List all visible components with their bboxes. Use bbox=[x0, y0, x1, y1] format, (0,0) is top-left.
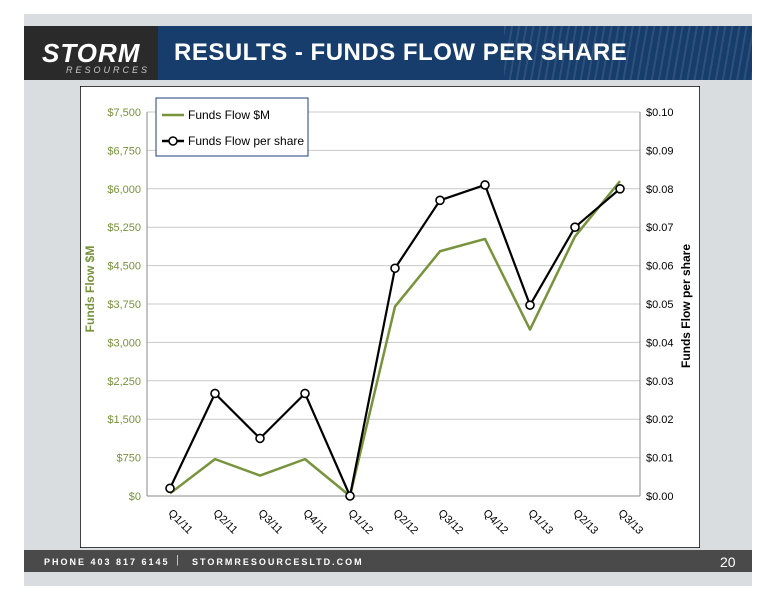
series-line-funds-flow bbox=[169, 180, 621, 498]
y-tick-label: $4,500 bbox=[107, 261, 141, 273]
data-point-per-share bbox=[615, 184, 625, 194]
y2-tick-label: $0.08 bbox=[646, 184, 674, 196]
y2-tick-label: $0.10 bbox=[646, 107, 674, 119]
logo bbox=[24, 26, 158, 80]
funds-flow-chart: $0 $750 $1,500 $2,250 $3,000 $3,750 $4,500 $5,2… bbox=[80, 86, 700, 548]
y-tick-label: $5,250 bbox=[107, 222, 141, 234]
footer-separator: | bbox=[176, 554, 179, 566]
y2-tick-label: $0.02 bbox=[646, 414, 674, 426]
slide: STORM RESOURCES RESULTS - FUNDS FLOW PER… bbox=[24, 14, 752, 586]
data-point-per-share bbox=[255, 433, 265, 444]
data-point-per-share bbox=[570, 222, 580, 232]
data-point-per-share bbox=[435, 195, 445, 206]
y-axis-title: Funds Flow $M bbox=[83, 246, 97, 333]
data-point-per-share bbox=[345, 491, 355, 501]
data-point-per-share bbox=[165, 483, 175, 494]
legend-label-per-share: Funds Flow per share bbox=[188, 134, 304, 148]
legend-marker-per-share bbox=[168, 136, 178, 146]
y-tick-label: $6,000 bbox=[107, 184, 141, 196]
y2-tick-label: $0.01 bbox=[646, 453, 674, 465]
y2-tick-label: $0.00 bbox=[646, 491, 674, 503]
y2-tick-label: $0.07 bbox=[646, 222, 674, 234]
y2-tick-label: $0.03 bbox=[646, 376, 674, 388]
data-point-per-share bbox=[480, 180, 490, 190]
y-tick-label: $7,500 bbox=[107, 107, 141, 119]
logo-wordmark: STORM bbox=[42, 38, 141, 68]
legend-label-funds-flow: Funds Flow $M bbox=[188, 108, 270, 122]
data-point-per-share bbox=[300, 388, 310, 399]
page-number: 20 bbox=[720, 554, 736, 570]
y2-tick-label: $0.04 bbox=[646, 337, 674, 349]
data-point-per-share bbox=[390, 263, 400, 274]
page-title: RESULTS - FUNDS FLOW PER SHARE bbox=[174, 39, 628, 66]
logo-subtitle: RESOURCES bbox=[66, 65, 151, 75]
y2-axis-title: Funds Flow per share bbox=[679, 244, 693, 368]
legend-box bbox=[155, 97, 309, 157]
data-point-per-share bbox=[210, 388, 220, 399]
y-tick-label: $750 bbox=[117, 453, 141, 465]
chart-area bbox=[80, 86, 700, 548]
y-tick-label: $1,500 bbox=[107, 414, 141, 426]
footer-website: STORMRESOURCESLTD.COM bbox=[192, 557, 364, 567]
y-tick-label: $0 bbox=[129, 491, 141, 503]
footer-phone: PHONE 403 817 6145 bbox=[44, 557, 170, 567]
y2-tick-label: $0.09 bbox=[646, 145, 674, 157]
y-tick-label: $3,000 bbox=[107, 337, 141, 349]
y-tick-label: $2,250 bbox=[107, 376, 141, 388]
footer bbox=[24, 550, 752, 572]
y2-tick-label: $0.05 bbox=[646, 299, 674, 311]
y-tick-label: $6,750 bbox=[107, 145, 141, 157]
y-tick-label: $3,750 bbox=[107, 299, 141, 311]
data-point-per-share bbox=[525, 300, 535, 310]
banner-stripes bbox=[504, 26, 752, 80]
y2-tick-label: $0.06 bbox=[646, 261, 674, 273]
